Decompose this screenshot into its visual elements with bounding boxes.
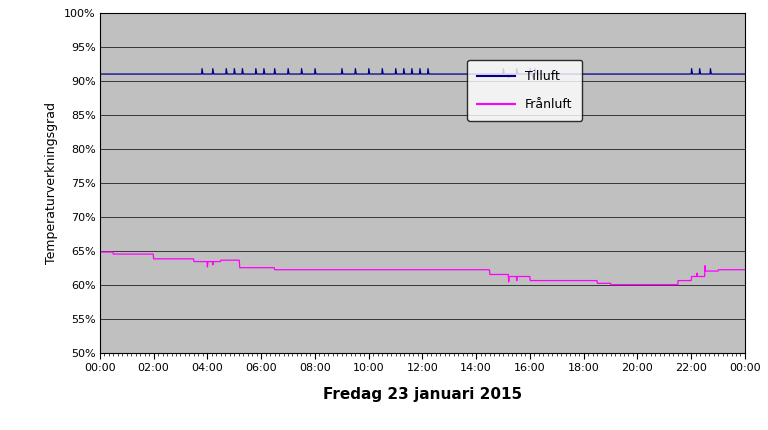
X-axis label: Fredag 23 januari 2015: Fredag 23 januari 2015 [323,387,522,402]
Legend: Tilluft, Frånluft: Tilluft, Frånluft [468,60,582,121]
Y-axis label: Temperaturverkningsgrad: Temperaturverkningsgrad [45,102,58,264]
